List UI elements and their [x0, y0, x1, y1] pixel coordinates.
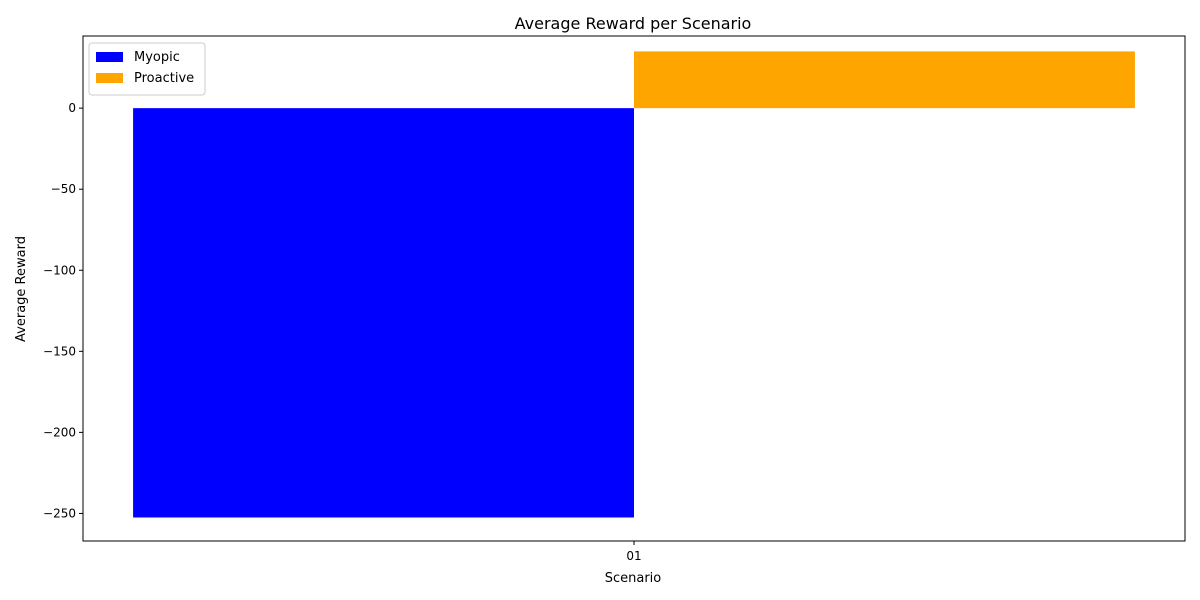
y-tick-label: −200: [43, 425, 76, 439]
legend-label-proactive: Proactive: [134, 71, 194, 86]
y-axis-label: Average Reward: [14, 236, 29, 342]
x-axis: 01: [626, 541, 642, 563]
legend: Myopic Proactive: [88, 42, 206, 96]
y-tick-label: 0: [68, 101, 76, 115]
x-tick-label: 01: [626, 549, 641, 563]
x-axis-label: Scenario: [605, 571, 662, 586]
legend-swatch-myopic: [96, 52, 123, 62]
y-tick-label: −100: [43, 263, 76, 277]
legend-label-myopic: Myopic: [134, 50, 180, 65]
y-axis: −250 −200 −150 −100 −50 0: [43, 101, 83, 520]
bar-proactive-01: [634, 51, 1135, 109]
y-tick-label: −50: [51, 182, 76, 196]
bar-myopic-01: [133, 108, 634, 518]
legend-swatch-proactive: [96, 73, 123, 83]
chart-title: Average Reward per Scenario: [515, 14, 752, 33]
bars-layer: [133, 51, 1135, 518]
y-tick-label: −250: [43, 506, 76, 520]
y-tick-label: −150: [43, 344, 76, 358]
